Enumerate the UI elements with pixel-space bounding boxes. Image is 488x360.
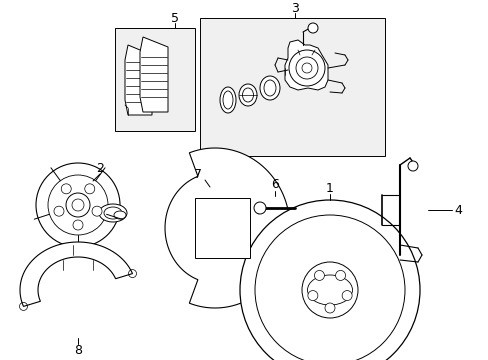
Circle shape	[36, 163, 120, 247]
Circle shape	[66, 193, 90, 217]
Polygon shape	[125, 45, 152, 115]
Text: 3: 3	[290, 1, 298, 14]
Ellipse shape	[220, 87, 236, 113]
Ellipse shape	[260, 76, 280, 100]
Circle shape	[335, 270, 345, 280]
Circle shape	[84, 184, 95, 194]
Ellipse shape	[114, 211, 126, 219]
Polygon shape	[164, 148, 289, 308]
Circle shape	[54, 206, 64, 216]
Circle shape	[92, 206, 102, 216]
Circle shape	[253, 202, 265, 214]
Ellipse shape	[307, 275, 352, 305]
Circle shape	[302, 262, 357, 318]
Circle shape	[307, 23, 317, 33]
Circle shape	[325, 303, 334, 313]
Circle shape	[240, 200, 419, 360]
Circle shape	[48, 175, 108, 235]
Circle shape	[302, 63, 311, 73]
Bar	[115, 28, 195, 131]
Text: 8: 8	[74, 343, 82, 356]
Bar	[200, 18, 384, 156]
Circle shape	[314, 270, 324, 280]
Polygon shape	[140, 37, 168, 112]
Circle shape	[307, 291, 317, 301]
Circle shape	[295, 57, 317, 79]
Polygon shape	[195, 198, 249, 258]
Circle shape	[288, 50, 325, 86]
Circle shape	[72, 199, 84, 211]
Ellipse shape	[99, 204, 127, 222]
Text: 6: 6	[270, 179, 278, 192]
Polygon shape	[285, 40, 327, 90]
Polygon shape	[20, 242, 132, 306]
Circle shape	[342, 291, 351, 301]
Text: 4: 4	[453, 203, 461, 216]
Text: 1: 1	[325, 181, 333, 194]
Circle shape	[254, 215, 404, 360]
Circle shape	[204, 208, 244, 248]
Circle shape	[317, 278, 341, 302]
Circle shape	[215, 218, 235, 238]
Ellipse shape	[104, 207, 122, 219]
Circle shape	[61, 184, 71, 194]
Ellipse shape	[239, 84, 257, 106]
Circle shape	[73, 220, 83, 230]
Text: 5: 5	[171, 12, 179, 24]
Text: 2: 2	[96, 162, 104, 175]
Ellipse shape	[242, 88, 253, 102]
Text: 7: 7	[194, 168, 202, 181]
Ellipse shape	[264, 80, 275, 96]
Circle shape	[407, 161, 417, 171]
Ellipse shape	[223, 91, 232, 109]
